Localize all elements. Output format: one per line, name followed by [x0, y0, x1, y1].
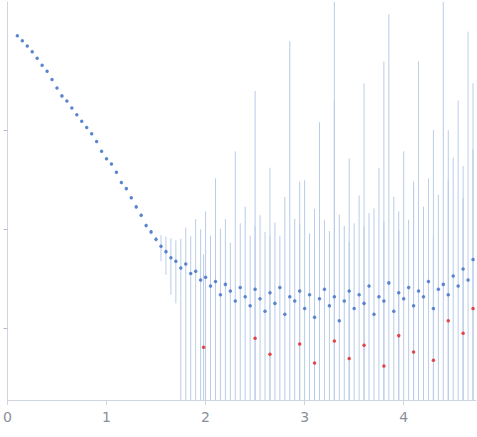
svg-text:0: 0 [3, 409, 12, 425]
svg-text:4: 4 [399, 409, 408, 425]
svg-text:2: 2 [201, 409, 210, 425]
svg-text:1: 1 [102, 409, 111, 425]
svg-text:3: 3 [300, 409, 309, 425]
